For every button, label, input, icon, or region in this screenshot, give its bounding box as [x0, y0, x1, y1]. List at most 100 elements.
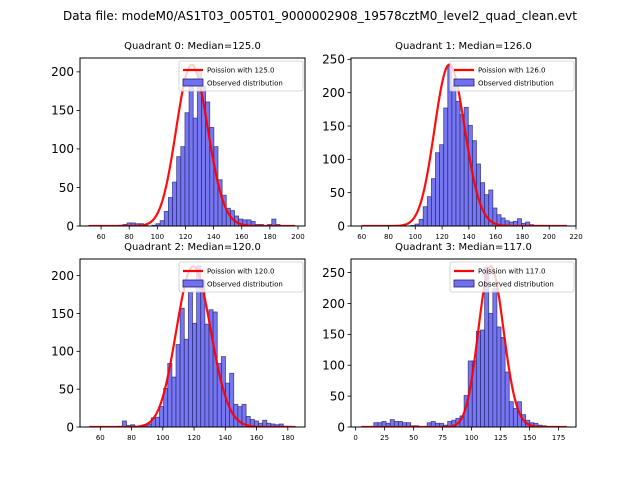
histogram-bar — [512, 408, 518, 427]
histogram-bar — [171, 376, 177, 427]
histogram-bar — [159, 220, 165, 226]
x-tick-label: 200 — [543, 233, 556, 241]
x-tick-label: 175 — [552, 434, 565, 442]
y-tick-label: 200 — [322, 297, 345, 311]
legend-box — [449, 60, 575, 92]
y-tick-label: 0 — [337, 219, 345, 233]
legend-label-poisson: Poission with 120.0 — [207, 268, 275, 276]
histogram-bar — [175, 344, 181, 427]
x-tick-label: 100 — [156, 434, 169, 442]
y-tick-label: 150 — [322, 328, 345, 342]
x-tick-label: 200 — [291, 233, 304, 241]
histogram-bar — [172, 181, 178, 226]
y-tick-label: 100 — [322, 153, 345, 167]
histogram-bar — [278, 423, 284, 427]
x-tick-label: 140 — [219, 434, 232, 442]
y-tick-label: 50 — [330, 389, 345, 403]
axes-quadrant-3: Quadrant 3: Median=117.0 0 25 50 75 100 125 150… — [322, 242, 577, 442]
axes-quadrant-0: Quadrant 0: Median=125.0 60 80 100 120 140 160… — [51, 41, 306, 241]
histogram-bar — [183, 338, 189, 427]
histogram-bar — [439, 144, 445, 226]
axes-frame — [79, 57, 306, 227]
axes-quadrant-2: Quadrant 2: Median=120.0 60 80 100 120 140 160… — [51, 242, 306, 442]
histogram-bar — [213, 146, 219, 226]
x-tick-label: 50 — [409, 434, 418, 442]
histogram-bar — [418, 218, 424, 226]
legend-label-poisson: Poission with 126.0 — [478, 67, 546, 75]
histogram-bar — [192, 322, 198, 427]
histogram-bar — [500, 337, 506, 427]
y-tick-label: 150 — [51, 307, 74, 321]
axes-container: Quadrant 0: Median=125.0 60 80 100 120 140 160… — [51, 41, 583, 442]
axes-title: Quadrant 0: Median=125.0 — [124, 41, 261, 52]
x-tick-label: 80 — [384, 233, 393, 241]
x-tick-label: 120 — [179, 233, 192, 241]
histogram-bar — [180, 146, 186, 226]
legend-label-observed: Observed distribution — [478, 281, 554, 289]
plot-area — [361, 265, 567, 427]
x-tick-label: 180 — [516, 233, 529, 241]
legend-bar-swatch — [453, 279, 475, 288]
y-tick-label: 0 — [337, 420, 345, 434]
histogram-bar — [167, 197, 173, 226]
axes-title: Quadrant 3: Median=117.0 — [395, 242, 532, 253]
figure-suptitle: Data file: modeM0/AS1T03_005T01_90000029… — [63, 9, 577, 23]
histogram-bar — [525, 221, 531, 226]
legend-bar-swatch — [182, 279, 204, 288]
legend: Poission with 117.0 Observed distribution — [449, 261, 575, 293]
legend: Poission with 126.0 Observed distribution — [449, 60, 575, 92]
y-tick-label: 100 — [51, 142, 74, 156]
histogram-bar — [250, 220, 256, 226]
x-tick-label: 160 — [235, 233, 248, 241]
axes-frame — [350, 57, 577, 227]
legend-bar-swatch — [182, 78, 204, 87]
x-tick-label: 80 — [125, 233, 134, 241]
histogram-bar — [212, 311, 218, 427]
histogram-bar — [163, 210, 169, 226]
histogram-bar — [187, 291, 193, 427]
histogram-bar — [200, 280, 206, 427]
legend-box — [178, 261, 304, 293]
x-tick-label: 75 — [438, 434, 447, 442]
histogram-bar — [496, 326, 502, 427]
x-tick-label: 100 — [151, 233, 164, 241]
histogram-bar — [204, 323, 210, 427]
x-tick-label: 180 — [263, 233, 276, 241]
y-tick-label: 50 — [330, 186, 345, 200]
y-tick-label: 0 — [66, 219, 74, 233]
y-tick-label: 150 — [322, 119, 345, 133]
poisson-curve — [361, 265, 567, 427]
y-tick-label: 200 — [322, 86, 345, 100]
histogram-bar — [229, 372, 235, 427]
histogram-bar — [179, 307, 185, 427]
histogram-bar — [176, 156, 182, 226]
legend-bar-swatch — [453, 78, 475, 87]
x-tick-label: 160 — [489, 233, 502, 241]
legend: Poission with 120.0 Observed distribution — [178, 261, 304, 293]
histogram-bar — [121, 420, 127, 427]
x-tick-label: 160 — [250, 434, 263, 442]
x-tick-label: 100 — [409, 233, 422, 241]
x-tick-label: 150 — [523, 434, 536, 442]
axes-frame — [79, 258, 306, 428]
y-tick-label: 0 — [66, 420, 74, 434]
histogram-bar — [188, 86, 194, 226]
y-tick-label: 100 — [51, 345, 74, 359]
histogram-bar — [430, 178, 436, 226]
x-tick-label: 60 — [96, 434, 105, 442]
legend-label-poisson: Poission with 117.0 — [478, 268, 546, 276]
axes-title: Quadrant 1: Median=126.0 — [395, 41, 532, 52]
x-tick-label: 180 — [281, 434, 294, 442]
axes-title: Quadrant 2: Median=120.0 — [124, 242, 261, 253]
y-tick-label: 200 — [51, 65, 74, 79]
legend-label-poisson: Poission with 125.0 — [207, 67, 275, 75]
x-tick-label: 60 — [97, 233, 106, 241]
histogram-bar — [159, 406, 165, 427]
histogram-bar — [435, 152, 440, 226]
histogram-bar — [443, 107, 449, 226]
y-tick-label: 100 — [322, 359, 345, 373]
legend-box — [449, 261, 575, 293]
x-tick-label: 80 — [127, 434, 136, 442]
histogram-bar — [389, 419, 395, 427]
legend-box — [178, 60, 304, 92]
